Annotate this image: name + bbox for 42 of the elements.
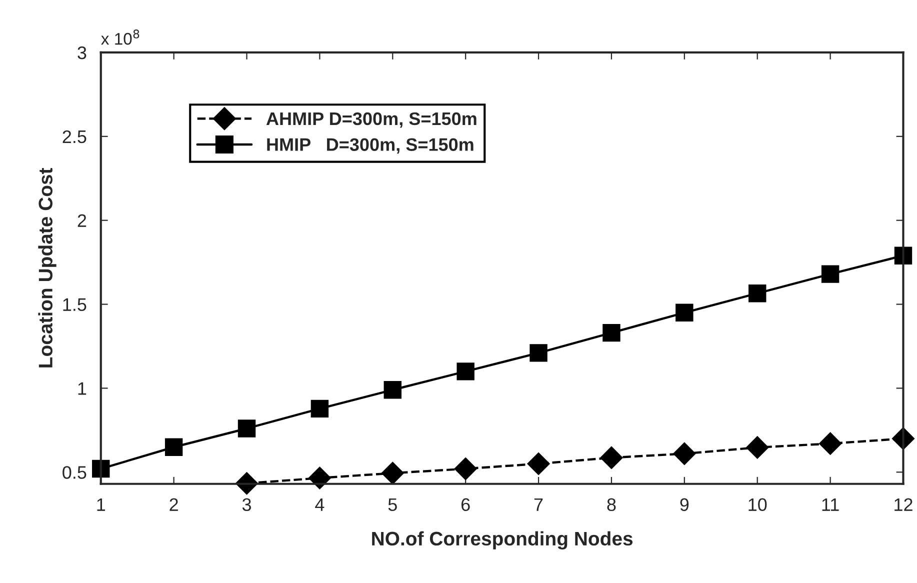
x-tick-label: 7	[534, 498, 543, 511]
x-tick-label: 6	[461, 498, 470, 512]
point	[530, 344, 548, 362]
y-tick-label: 1.5	[63, 298, 86, 311]
x-axis-title: NO.of Corresponding Nodes	[372, 531, 633, 550]
point	[527, 452, 550, 476]
x-tick-label: 2	[170, 498, 178, 511]
text: x 10$^{8}$	[101, 30, 140, 45]
point	[456, 362, 474, 380]
x-tick-label: 12	[894, 498, 912, 511]
point	[602, 324, 620, 342]
x-tick-label: 8	[607, 498, 616, 512]
point	[384, 381, 402, 399]
x-tick-label: 5	[388, 498, 397, 512]
point	[310, 400, 329, 418]
point	[92, 460, 110, 478]
y-tick-label: 2	[78, 214, 86, 227]
y-tick-label: 2.5	[62, 130, 86, 144]
point	[238, 420, 256, 438]
point	[746, 436, 769, 459]
x-tick-label: 9	[680, 498, 689, 512]
point	[454, 457, 477, 480]
point	[381, 462, 404, 484]
x-tick-label: 4	[315, 498, 324, 511]
x-tick-label: 11	[822, 498, 839, 511]
point	[308, 466, 332, 490]
point	[600, 446, 623, 470]
y-tick-label: 1	[78, 382, 86, 395]
y-tick-label: 3	[78, 46, 86, 60]
point	[676, 304, 694, 322]
x-tick-label: 3	[242, 498, 251, 512]
point	[818, 432, 842, 455]
y-tick-label: 0.5	[62, 466, 86, 479]
point	[164, 438, 183, 456]
legend-label: HMIP D=300m, S=150m	[267, 138, 474, 154]
legend-label: AHMIP D=300m, S=150m	[266, 112, 476, 128]
y-axis-title: Location Update Cost	[38, 168, 56, 368]
point	[748, 284, 766, 302]
x-tick-label: 1	[97, 498, 106, 511]
point	[673, 442, 696, 465]
x-tick-label: 10	[748, 498, 767, 512]
point	[821, 265, 840, 283]
